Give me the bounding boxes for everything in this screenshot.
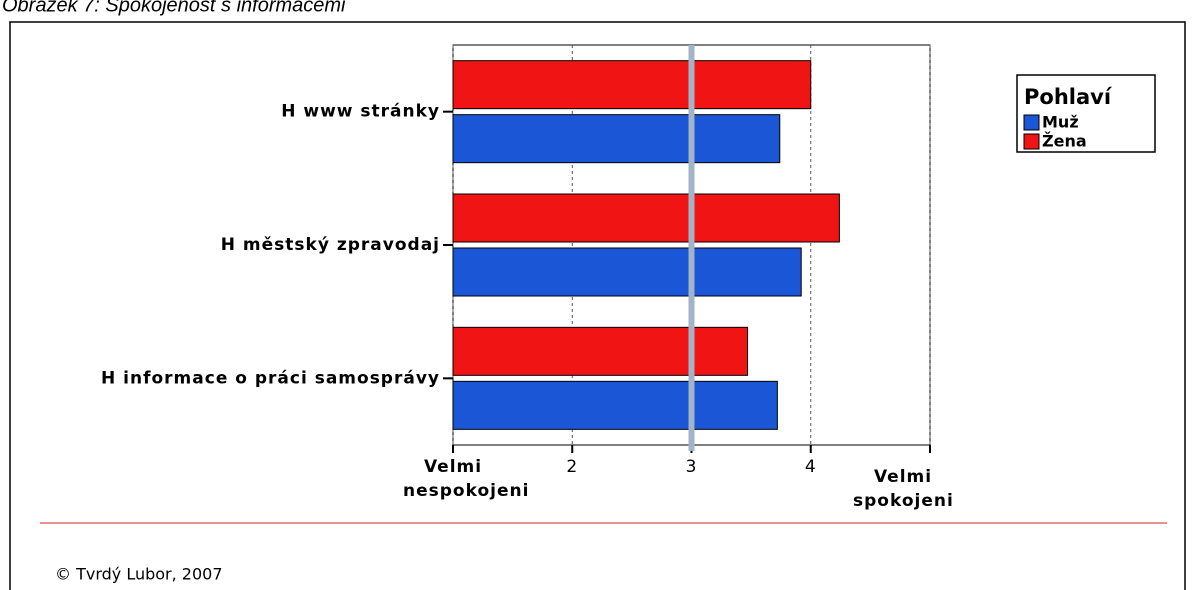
frame [9,21,1186,590]
chart-title: Obrázek 7: Spokojenost s informacemi [2,0,346,16]
x-tick-label: Velmi spokojeni [833,465,973,513]
bar [452,193,840,243]
bar [452,380,778,430]
bar [452,114,781,164]
bar [452,326,749,376]
footer: © Tvrdý Lubor, 2007 [55,565,223,584]
legend-swatch [1023,114,1040,131]
y-tick-label: H www stránky [281,102,440,122]
legend-title: Pohlaví [1024,85,1113,109]
legend-box [1016,74,1156,153]
legend-label: Muž [1042,113,1079,132]
x-tick-label: 3 [676,455,707,479]
bar [452,60,812,110]
x-tick-label: 2 [557,455,588,479]
bar [452,247,802,297]
y-tick-label: H informace o práci samosprávy [101,368,440,388]
x-tick-label: 4 [795,455,826,479]
y-tick-label: H městský zpravodaj [221,235,440,255]
legend-swatch [1023,133,1040,150]
legend-label: Žena [1042,132,1087,151]
x-tick-label: Velmi nespokojeni [383,455,528,503]
